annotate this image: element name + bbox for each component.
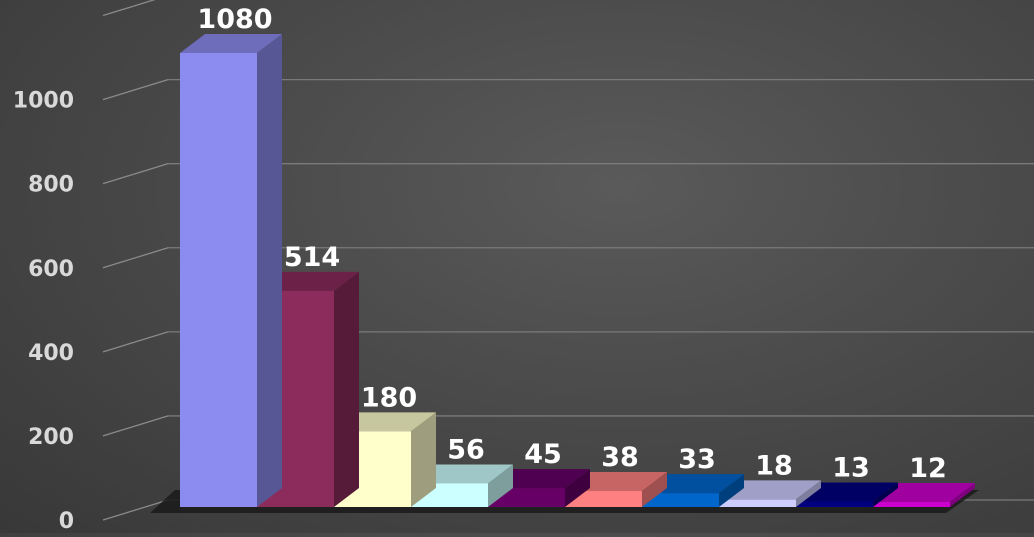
bar-side <box>411 412 436 507</box>
bar-top <box>180 33 282 53</box>
bar <box>488 469 590 507</box>
data-label: 38 <box>601 442 639 473</box>
bar-top <box>719 480 821 500</box>
bar-top <box>334 412 436 432</box>
bar-front <box>642 493 719 507</box>
bar-side <box>257 33 282 508</box>
bar-top <box>565 472 667 492</box>
bar-top <box>873 482 975 502</box>
bar <box>796 482 898 507</box>
bar-side <box>565 469 590 507</box>
gridline-depth <box>102 163 169 185</box>
gridline-depth <box>102 499 169 521</box>
y-tick-label: 400 <box>28 341 74 366</box>
bar-front <box>488 488 565 507</box>
y-tick-label: 800 <box>28 173 74 198</box>
gridline-depth <box>102 331 169 353</box>
data-label: 180 <box>361 382 417 413</box>
bar <box>873 482 975 507</box>
y-tick-label: 600 <box>28 257 74 282</box>
y-axis: 0 200 400 600 800 1000 <box>13 89 74 534</box>
data-label: 514 <box>284 242 340 273</box>
bar <box>565 472 667 507</box>
data-label: 12 <box>909 453 947 484</box>
bar-side <box>719 474 744 507</box>
bar-top <box>257 271 359 291</box>
y-tick-label: 0 <box>59 509 74 533</box>
gridline-depth <box>102 415 169 437</box>
data-label: 56 <box>447 434 485 465</box>
bar-top <box>488 469 590 489</box>
bar-side <box>642 472 667 507</box>
bar-front <box>180 52 257 508</box>
bar-front <box>796 501 873 507</box>
bar-top <box>796 482 898 502</box>
gridline-depth <box>102 0 156 17</box>
y-tick-label: 200 <box>28 425 74 450</box>
y-tick-label: 1000 <box>13 89 74 114</box>
bar <box>719 480 821 507</box>
data-labels: 1080 514 180 56 45 38 33 18 13 12 <box>197 4 946 484</box>
gridline-depth <box>102 247 169 269</box>
bar <box>180 33 282 508</box>
bar-side <box>873 482 898 507</box>
data-label: 13 <box>832 453 870 484</box>
bar-front <box>873 501 950 507</box>
bar <box>642 474 744 507</box>
bar-top <box>642 474 744 494</box>
data-label: 33 <box>678 444 716 475</box>
gridline-depth <box>102 78 169 101</box>
bar-front <box>565 491 642 507</box>
bar-side <box>488 464 513 507</box>
data-label: 18 <box>755 450 793 481</box>
bar-top <box>411 464 513 484</box>
bar-side <box>796 480 821 507</box>
bar-side <box>950 482 975 507</box>
bars <box>180 33 975 508</box>
data-label: 45 <box>524 439 562 470</box>
bar-side <box>334 271 359 507</box>
bar-front <box>719 499 796 507</box>
data-label: 1080 <box>197 4 272 35</box>
